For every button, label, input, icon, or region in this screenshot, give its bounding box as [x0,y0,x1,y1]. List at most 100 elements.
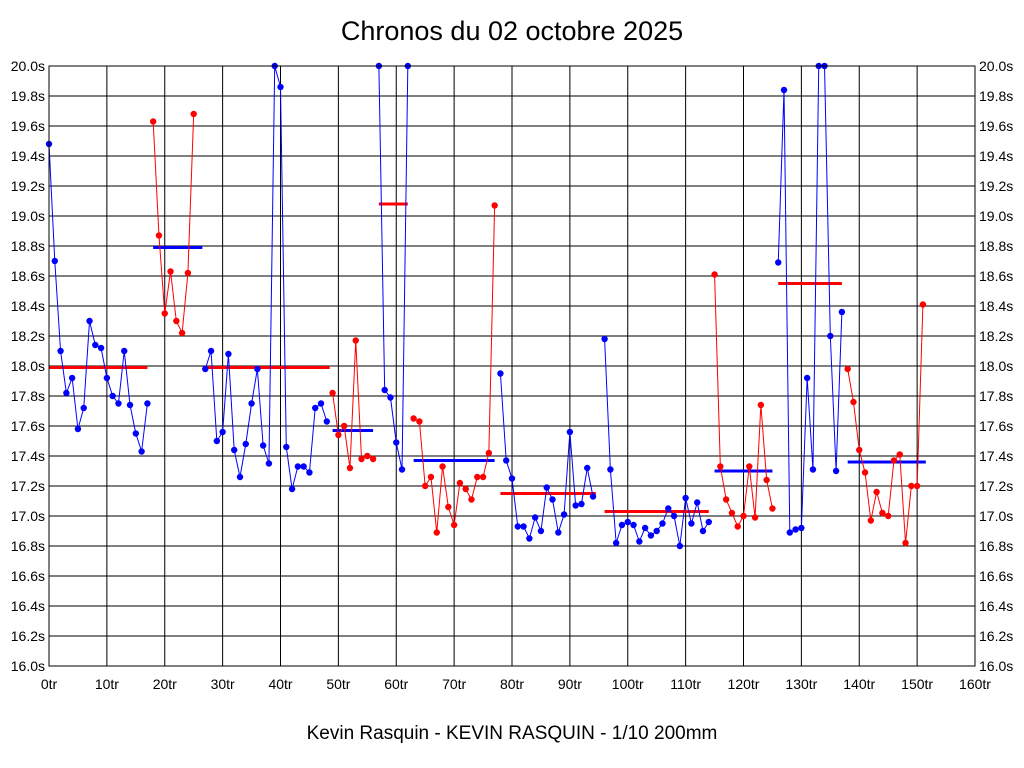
lap-point [508,475,516,482]
lap-point [479,473,487,481]
lap-point [103,374,111,382]
lap-point [317,400,325,407]
lap-point [161,310,168,317]
series-line [378,65,409,470]
lap-point [491,202,498,209]
y-tick-label-right: 19.0s [979,208,1013,224]
y-tick-label-right: 16.2s [979,628,1013,644]
y-tick-label-left: 19.0s [11,208,45,224]
y-tick-label-left: 16.4s [11,598,45,614]
lap-point [398,466,406,473]
lap-point [63,389,70,397]
lap-point [456,479,464,487]
series-line [777,65,843,534]
lap-point [676,542,684,550]
y-tick-label-left: 17.0s [11,508,45,524]
lap-point [786,529,793,536]
y-tick-label-left: 16.6s [11,568,45,584]
lap-point [844,365,851,373]
lap-point [659,520,666,527]
lap-point [803,374,811,382]
y-tick-label-left: 17.8s [11,388,45,404]
lap-point [433,529,440,536]
lap-point [97,344,105,352]
lap-point [717,463,724,470]
lap-point [757,401,765,409]
lap-point [138,448,145,455]
lap-point [202,365,209,373]
lap-point [665,505,672,512]
lap-point [624,518,631,526]
lap-point [236,473,244,481]
x-tick-label: 40tr [268,676,292,692]
lap-point [734,523,741,530]
y-tick-label-right: 20.0s [979,58,1013,74]
y-tick-label-right: 16.0s [979,658,1013,674]
plot-frame [48,65,976,667]
x-tick-label: 20tr [153,676,177,692]
x-tick-label: 30tr [211,676,235,692]
lap-point [421,482,429,490]
lap-point [560,511,568,518]
lap-point [856,446,863,454]
lap-point [497,370,504,377]
lap-point [566,428,574,436]
series-line [847,304,924,544]
x-tick-label: 120tr [728,676,760,692]
lap-point [572,502,579,509]
x-tick-label: 140tr [843,676,875,692]
series-line [152,113,195,335]
y-tick-label-left: 16.2s [11,628,45,644]
lap-point [265,460,273,467]
average-lines [49,202,926,513]
lap-point [908,482,915,490]
lap-point [798,524,805,532]
lap-point [792,526,799,533]
y-tick-label-left: 18.8s [11,238,45,254]
series-line [604,338,710,547]
chart-subtitle: Kevin Rasquin - KEVIN RASQUIN - 1/10 200… [306,723,718,744]
y-tick-label-left: 17.2s [11,478,45,494]
lap-point [884,512,892,520]
lap-point [445,503,452,511]
lap-point [746,463,753,470]
lap-point [890,457,898,464]
y-tick-label-left: 17.6s [11,418,45,434]
lap-point [711,271,718,278]
y-tick-label-right: 19.6s [979,118,1013,134]
lap-point [126,401,134,409]
y-tick-label-left: 19.4s [11,148,45,164]
lap-point [867,517,875,524]
series-line [48,143,148,452]
lap-point [352,337,359,344]
lap-point [809,466,817,473]
lap-point [682,494,689,502]
lap-point [850,398,857,406]
lap-point [763,476,770,484]
lap-point [306,469,313,476]
lap-point [92,341,99,349]
lap-point [896,451,903,458]
lap-point [531,514,539,521]
lap-point [578,500,585,508]
lap-point [410,415,417,422]
lap-point [670,512,678,520]
lap-point [439,463,446,470]
lap-point [178,329,186,337]
lap-point [57,347,64,355]
y-tick-label-right: 18.2s [979,328,1013,344]
series-line [204,65,328,490]
y-tick-label-left: 18.4s [11,298,45,314]
lap-point [225,350,232,358]
lap-point [231,446,238,454]
x-tick-label: 90tr [558,676,582,692]
lap-point [549,496,556,503]
chart-title: Chronos du 02 octobre 2025 [340,16,684,46]
lap-point [288,485,296,493]
y-tick-label-right: 19.2s [979,178,1013,194]
x-tick-label: 70tr [442,676,466,692]
y-tick-label-left: 20.0s [11,58,45,74]
x-tick-label: 110tr [670,676,701,692]
y-tick-label-left: 19.6s [11,118,45,134]
lap-point [323,418,330,425]
